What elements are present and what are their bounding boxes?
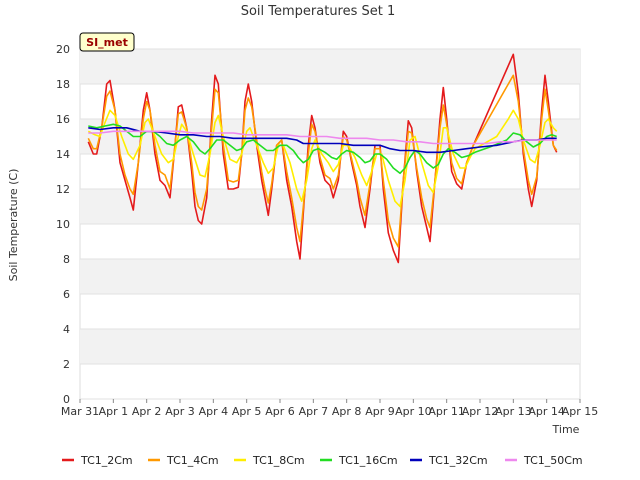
legend-label: TC1_16Cm bbox=[338, 454, 398, 467]
x-tick-label: Mar 31 bbox=[61, 405, 99, 418]
y-tick-label: 8 bbox=[63, 253, 70, 266]
series-line-tc1-50cm bbox=[88, 130, 557, 145]
legend-label: TC1_8Cm bbox=[252, 454, 305, 467]
x-tick-label: Apr 11 bbox=[428, 405, 465, 418]
x-axis-label: Time bbox=[552, 423, 580, 436]
x-tick-label: Apr 6 bbox=[265, 405, 295, 418]
legend-item: TC1_32Cm bbox=[410, 454, 488, 467]
annotation-box bbox=[79, 32, 135, 52]
x-tick-label: Apr 4 bbox=[199, 405, 229, 418]
x-tick-label: Apr 15 bbox=[562, 405, 599, 418]
y-tick-label: 2 bbox=[63, 358, 70, 371]
x-tick-label: Apr 7 bbox=[299, 405, 329, 418]
series-line-tc1-32cm bbox=[88, 127, 557, 154]
legend-label: TC1_2Cm bbox=[80, 454, 133, 467]
chart-title: Soil Temperatures Set 1 bbox=[241, 4, 396, 19]
y-tick-label: 14 bbox=[56, 148, 70, 161]
background-band bbox=[80, 49, 580, 84]
y-tick-label: 18 bbox=[56, 78, 70, 91]
y-tick-label: 0 bbox=[63, 393, 70, 406]
series-line-tc1-4cm bbox=[87, 74, 558, 248]
background-band bbox=[80, 259, 580, 294]
y-axis-ticks: 0 2 4 6 8 10 12 14 16 18 20 bbox=[56, 43, 70, 406]
x-tick-label: Apr 14 bbox=[528, 405, 565, 418]
background-band bbox=[80, 189, 580, 224]
gridlines bbox=[80, 48, 580, 400]
legend-item: TC1_16Cm bbox=[320, 454, 398, 467]
x-tick-label: Apr 2 bbox=[132, 405, 162, 418]
legend-label: TC1_50Cm bbox=[523, 454, 583, 467]
x-tick-label: Apr 3 bbox=[165, 405, 195, 418]
legend-item: TC1_8Cm bbox=[234, 454, 305, 467]
series-lines bbox=[87, 53, 558, 264]
x-axis-ticks: Mar 31 Apr 1 Apr 2 Apr 3 Apr 4 Apr 5 Apr 6 Apr … bbox=[61, 399, 598, 418]
x-tick-label: Apr 1 bbox=[99, 405, 129, 418]
x-tick-label: Apr 5 bbox=[232, 405, 262, 418]
x-tick-label: Apr 9 bbox=[365, 405, 395, 418]
y-tick-label: 4 bbox=[63, 323, 70, 336]
series-line-tc1-8cm bbox=[87, 109, 558, 208]
annotation-badge: SI_met bbox=[79, 32, 135, 52]
legend-label: TC1_4Cm bbox=[166, 454, 219, 467]
y-tick-label: 6 bbox=[63, 288, 70, 301]
legend-item: TC1_50Cm bbox=[505, 454, 583, 467]
x-tick-label: Apr 12 bbox=[462, 405, 499, 418]
y-tick-label: 10 bbox=[56, 218, 70, 231]
legend-item: TC1_2Cm bbox=[62, 454, 133, 467]
y-tick-label: 20 bbox=[56, 43, 70, 56]
series-line-tc1-2cm bbox=[87, 53, 558, 264]
legend: TC1_2Cm TC1_4Cm TC1_8Cm TC1_16Cm TC1_32Cm TC1… bbox=[62, 454, 583, 467]
x-tick-label: Apr 10 bbox=[395, 405, 432, 418]
legend-item: TC1_4Cm bbox=[148, 454, 219, 467]
y-tick-label: 16 bbox=[56, 113, 70, 126]
annotation-text: SI_met bbox=[86, 36, 128, 49]
series-line-tc1-16cm bbox=[88, 123, 557, 175]
background-band bbox=[80, 329, 580, 364]
y-tick-label: 12 bbox=[56, 183, 70, 196]
legend-label: TC1_32Cm bbox=[428, 454, 488, 467]
x-tick-label: Apr 13 bbox=[495, 405, 532, 418]
y-axis-label: Soil Temperature (C) bbox=[7, 169, 20, 282]
x-tick-label: Apr 8 bbox=[332, 405, 362, 418]
